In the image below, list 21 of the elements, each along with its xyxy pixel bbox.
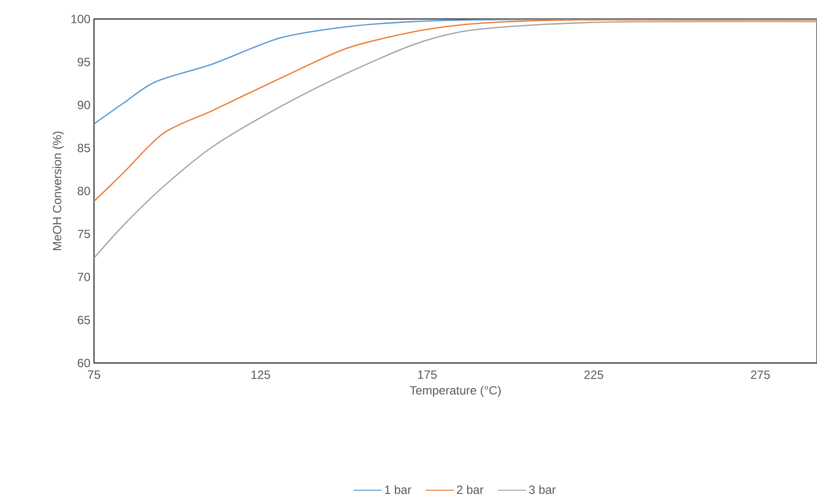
y-axis-title: MeOH Conversion (%) [52,132,64,250]
x-tick-label: 175 [418,370,437,379]
y-tick-label: 95 [78,58,90,66]
x-tick-label: 75 [88,370,100,379]
legend-label: 1 bar [385,485,412,494]
y-tick-label: 65 [78,316,90,324]
line-series [94,19,817,202]
y-tick-label: 85 [78,144,90,152]
y-tick-label: 75 [78,230,90,238]
y-tick-label: 90 [78,100,90,110]
y-tick-label: 60 [78,358,90,368]
x-tick-label: 275 [750,370,770,379]
y-tick-label: 70 [78,272,90,282]
x-axis-title: Temperature (°C) [410,386,501,397]
y-tick-label: 100 [71,14,90,24]
legend-label: 3 bar [529,485,556,494]
line-series [94,20,817,259]
legend-label: 2 bar [456,485,484,494]
x-tick-label: 225 [584,370,604,379]
y-tick-label: 80 [78,186,90,196]
x-tick-label: 125 [252,370,270,379]
